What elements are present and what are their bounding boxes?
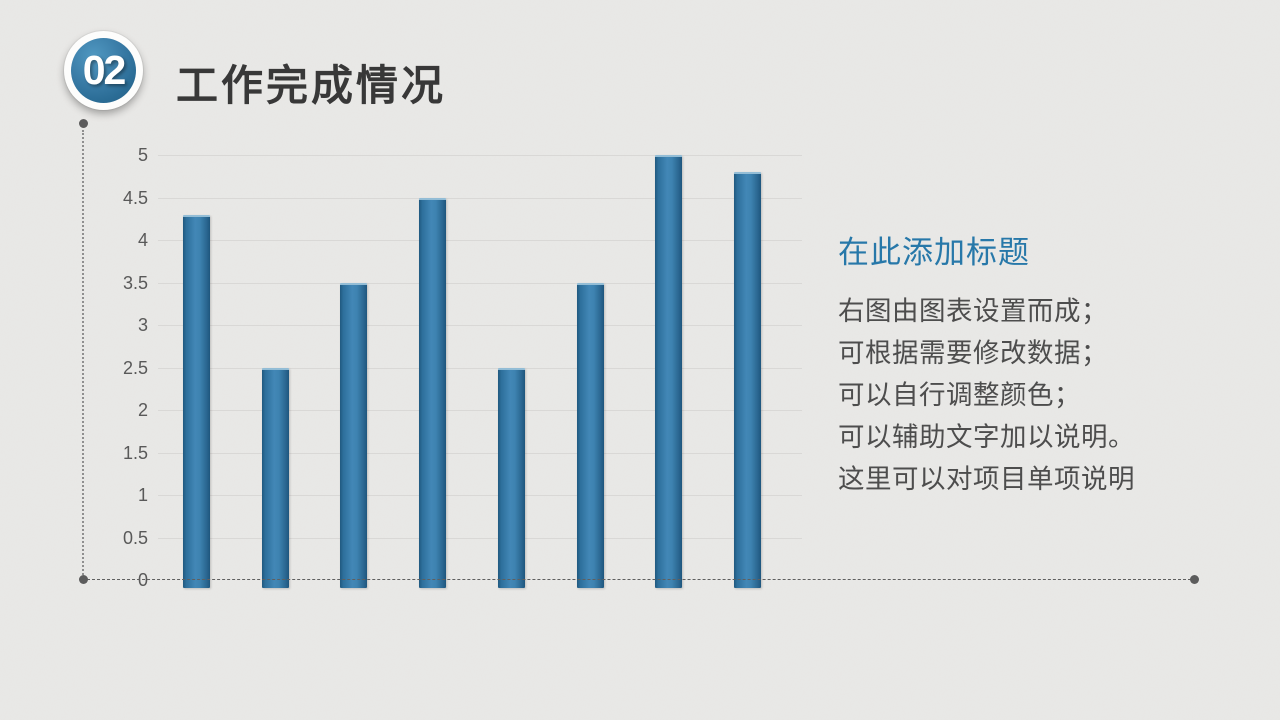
chapter-number: 02 [82,47,127,93]
gridline [158,410,802,411]
y-axis-tick-label: 2.5 [122,357,148,378]
annotation-body: 右图由图表设置而成； 可根据需要修改数据； 可以自行调整颜色； 可以辅助文字加以说明。… [838,290,1135,500]
gridline [158,537,802,539]
gridline [158,240,802,241]
chapter-badge-circle: 02 [71,38,136,103]
y-axis-tick-label: 1.5 [122,442,148,463]
connector-dot-bottom-left [79,575,88,584]
bar [655,155,683,588]
annotation-line: 这里可以对项目单项说明 [838,464,1135,494]
y-axis-tick-label: 3 [137,315,148,335]
gridline [158,452,802,454]
y-axis-tick-label: 0.5 [122,527,148,548]
annotation-line: 可以自行调整颜色； [838,380,1081,410]
bar [733,172,761,588]
y-axis-tick-label: 1 [137,485,148,505]
annotation-line: 右图由图表设置而成； [838,296,1108,326]
annotation-heading: 在此添加标题 [838,235,1030,270]
gridline [158,495,802,496]
connector-dot-top [79,119,88,128]
bar [340,282,368,588]
bar [261,367,289,588]
y-axis-tick-label: 5 [137,145,148,165]
gridline [158,367,802,369]
y-axis-tick-label: 2 [137,400,148,420]
bar [576,282,604,588]
connector-dot-bottom-right [1190,575,1199,584]
y-axis-tick-label: 4 [137,230,148,250]
y-axis-tick-label: 4.5 [122,187,148,208]
horizontal-dashed-line [87,579,1191,580]
bar [497,367,525,588]
slide-title: 工作完成情况 [176,62,447,109]
y-axis-tick-label: 3.5 [122,272,148,293]
vertical-dotted-line [82,130,84,578]
chapter-badge: 02 [64,31,143,110]
gridline [158,155,802,156]
annotation-line: 可根据需要修改数据； [838,338,1108,368]
gridline [158,197,802,199]
y-axis-tick-label: 0 [137,570,148,590]
gridline [158,325,802,326]
bar [183,214,210,588]
bar [419,197,447,588]
annotation-line: 可以辅助文字加以说明。 [838,422,1135,452]
gridline [158,282,802,284]
